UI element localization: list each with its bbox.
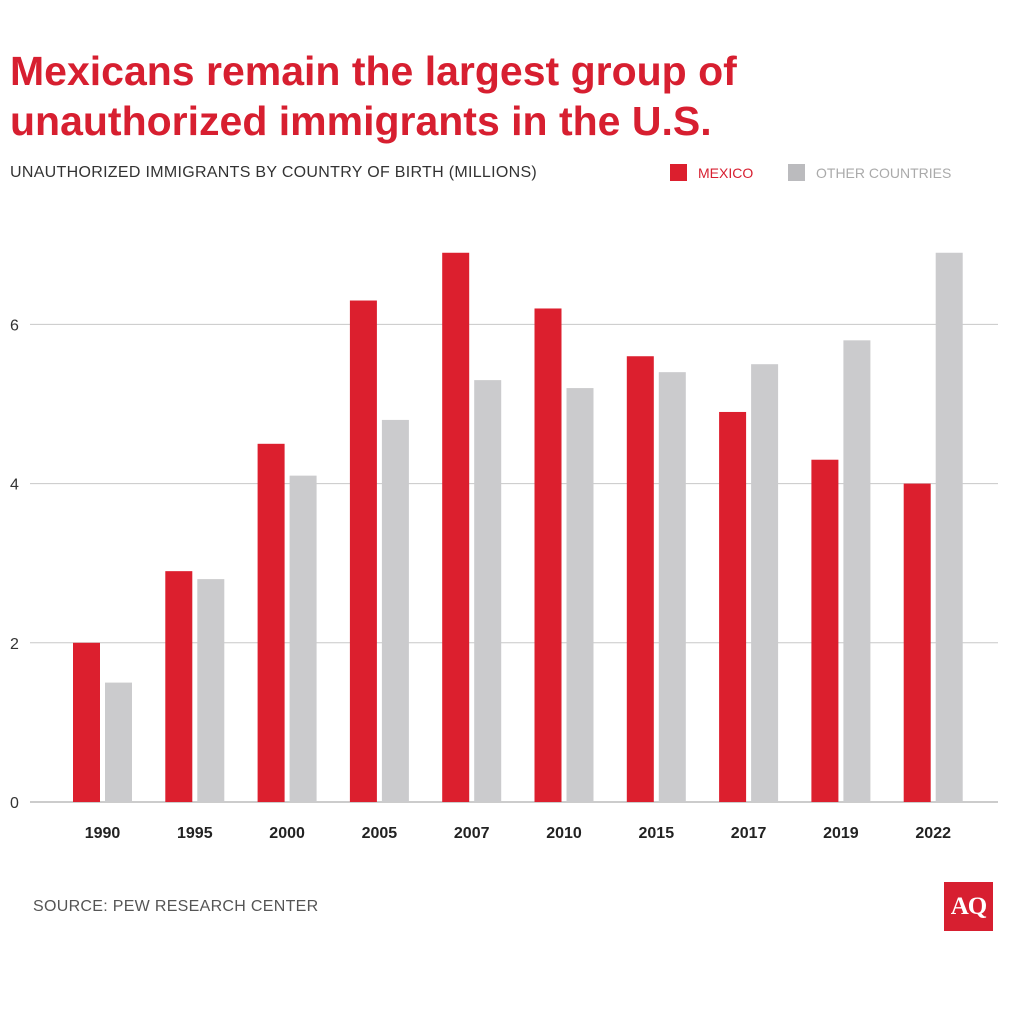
bar-mexico-2010	[534, 308, 562, 802]
legend-swatch-mexico	[670, 164, 687, 181]
x-tick-label: 2010	[546, 825, 582, 842]
x-tick-label: 1990	[85, 825, 121, 842]
x-tick-label: 2015	[639, 825, 675, 842]
legend-item-other: OTHER COUNTRIES	[788, 164, 951, 181]
y-tick-label: 2	[10, 636, 19, 653]
legend-swatch-other	[788, 164, 805, 181]
bar-other-2010	[566, 388, 594, 802]
bar-mexico-1990	[73, 642, 100, 802]
x-tick-label: 2022	[915, 825, 951, 842]
bar-mexico-2019	[811, 459, 839, 802]
bar-other-2017	[751, 364, 779, 802]
y-tick-label: 4	[10, 477, 19, 494]
aq-logo: AQ	[944, 882, 993, 931]
bar-mexico-1995	[165, 571, 193, 802]
bar-other-2022	[935, 252, 963, 802]
x-tick-label: 2017	[731, 825, 767, 842]
x-tick-label: 2000	[269, 825, 305, 842]
legend-label-other: OTHER COUNTRIES	[816, 164, 952, 181]
source-note: SOURCE: PEW RESEARCH CENTER	[33, 898, 319, 915]
x-tick-label: 2007	[454, 825, 490, 842]
bar-other-2019	[843, 340, 871, 802]
bar-mexico-2015	[626, 356, 654, 802]
chart-subtitle: UNAUTHORIZED IMMIGRANTS BY COUNTRY OF BI…	[10, 164, 538, 181]
bar-mexico-2017	[719, 411, 747, 802]
x-tick-label: 1995	[177, 825, 213, 842]
legend-label-mexico: MEXICO	[698, 164, 754, 181]
bar-mexico-2005	[349, 300, 377, 802]
bar-other-2000	[289, 475, 317, 802]
bar-mexico-2022	[903, 483, 931, 802]
y-tick-label: 6	[10, 317, 19, 334]
bar-mexico-2000	[257, 443, 285, 802]
legend-item-mexico: MEXICO	[670, 164, 753, 181]
bar-other-2015	[658, 372, 686, 802]
bar-other-2007	[474, 380, 502, 802]
chart-title: Mexicans remain the largest group of una…	[10, 48, 737, 144]
bar-mexico-2007	[442, 252, 470, 802]
x-tick-label: 2005	[362, 825, 398, 842]
x-tick-label: 2019	[823, 825, 859, 842]
bar-other-1990	[105, 682, 132, 802]
bar-other-1995	[197, 579, 225, 802]
y-tick-label: 0	[10, 795, 19, 812]
bar-other-2005	[381, 419, 409, 802]
